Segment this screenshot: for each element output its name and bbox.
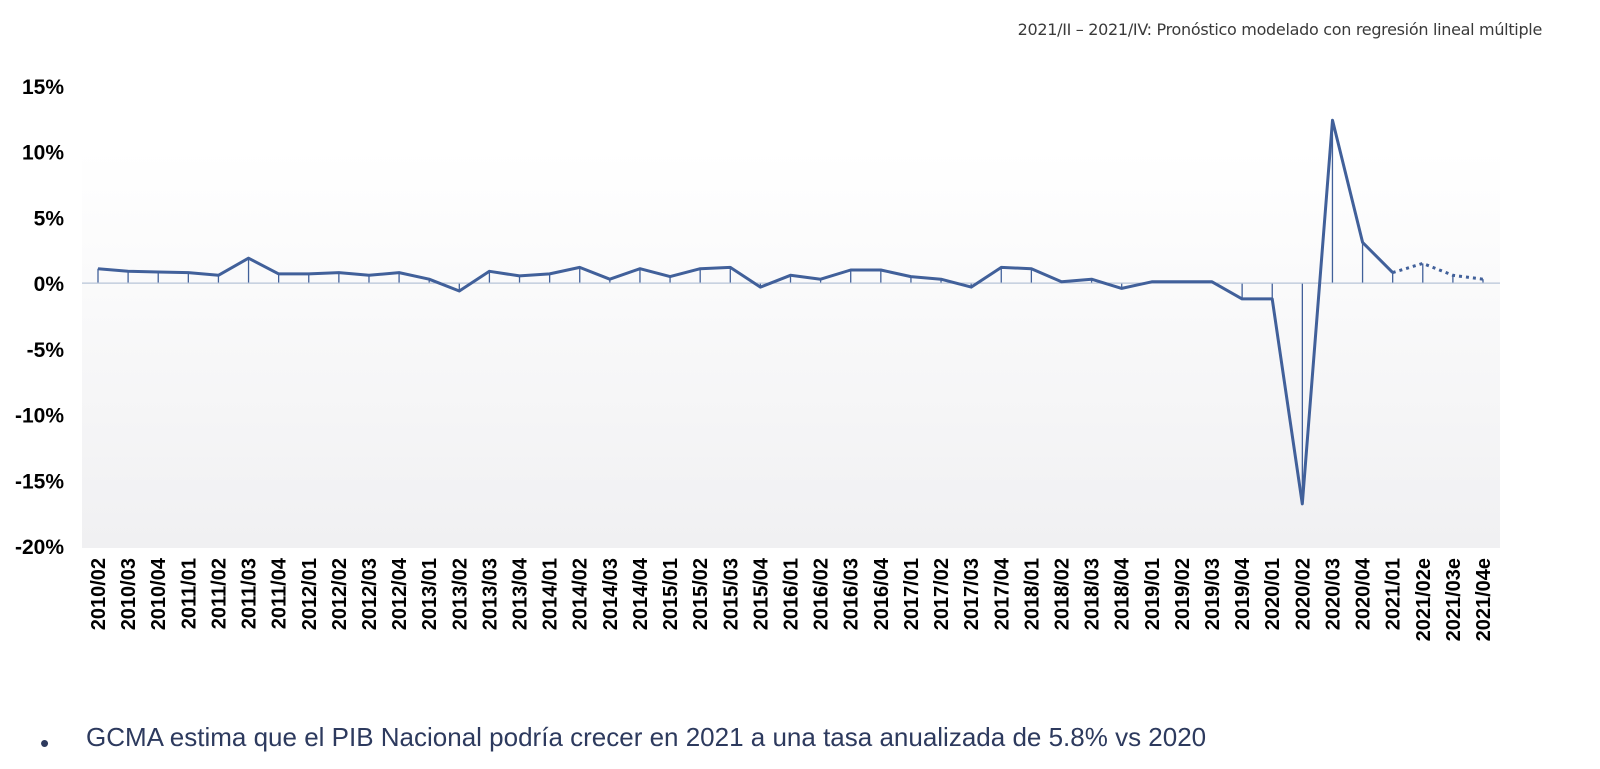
x-tick-label: 2014/02	[570, 558, 592, 630]
x-tick-label: 2010/03	[118, 558, 140, 630]
x-tick-label: 2018/01	[1021, 558, 1043, 630]
x-tick-label: 2010/02	[88, 558, 110, 630]
x-tick-label: 2019/03	[1202, 558, 1224, 630]
x-tick-label: 2015/04	[750, 557, 772, 630]
gdp-line-chart: 15% 10% 5% 0% -5% -10% -15% -20% 2010/02 2010/03…	[15, 76, 1500, 641]
x-tick-label: 2012/02	[329, 558, 351, 630]
x-tick-label: 2016/03	[841, 558, 863, 630]
x-tick-label: 2015/02	[690, 558, 712, 630]
y-tick-label: -20%	[15, 536, 64, 559]
x-tick-label: 2019/04	[1232, 557, 1254, 630]
x-tick-label: 2020/01	[1262, 558, 1284, 630]
y-tick-label: 0%	[34, 273, 65, 296]
bullet-marker: •	[40, 728, 50, 758]
x-tick-label: 2017/03	[961, 558, 983, 630]
y-tick-label: 5%	[34, 207, 65, 230]
x-tick-label: 2021/01	[1383, 558, 1405, 630]
x-tick-label: 2010/04	[148, 557, 170, 630]
x-tick-label: 2017/04	[991, 557, 1013, 630]
x-tick-label: 2018/03	[1082, 558, 1104, 630]
x-tick-label: 2021/03e	[1443, 558, 1465, 641]
plot-area	[82, 150, 1500, 548]
x-tick-label: 2014/01	[540, 558, 562, 630]
x-tick-label: 2015/01	[660, 558, 682, 630]
x-tick-label: 2013/02	[449, 558, 471, 630]
y-tick-label: 15%	[22, 76, 64, 99]
x-tick-label: 2016/02	[811, 558, 833, 630]
y-tick-label: -10%	[15, 405, 64, 428]
x-tick-label: 2016/01	[781, 558, 803, 630]
x-tick-label: 2011/02	[208, 558, 230, 629]
x-tick-label: 2013/04	[510, 557, 532, 630]
x-tick-label: 2012/03	[359, 558, 381, 630]
series-line-actual	[97, 118, 1394, 506]
x-tick-label: 2021/02e	[1413, 558, 1435, 641]
x-tick-label: 2016/04	[871, 557, 893, 630]
x-tick-label: 2013/03	[479, 558, 501, 630]
x-tick-label: 2020/02	[1292, 558, 1314, 630]
y-tick-label: -5%	[27, 339, 65, 362]
x-tick-label: 2011/03	[239, 558, 261, 629]
x-tick-label: 2018/04	[1112, 557, 1134, 630]
x-tick-label: 2017/02	[931, 558, 953, 630]
x-tick-label: 2012/04	[389, 557, 411, 630]
x-tick-label: 2014/04	[630, 557, 652, 630]
bullet-text: GCMA estima que el PIB Nacional podría c…	[86, 722, 1207, 752]
x-tick-label: 2011/01	[178, 558, 200, 629]
x-tick-label: 2020/03	[1322, 558, 1344, 630]
forecast-note: 2021/II – 2021/IV: Pronóstico modelado c…	[1017, 20, 1543, 39]
x-tick-label: 2012/01	[299, 558, 321, 630]
y-tick-label: 10%	[22, 142, 64, 165]
x-tick-label: 2013/01	[419, 558, 441, 630]
x-tick-label: 2014/03	[600, 558, 622, 630]
x-tick-label: 2019/02	[1172, 558, 1194, 630]
x-tick-label: 2020/04	[1353, 557, 1375, 630]
x-tick-label: 2015/03	[720, 558, 742, 630]
x-tick-label: 2019/01	[1142, 558, 1164, 630]
y-tick-label: -15%	[15, 470, 64, 493]
x-tick-label: 2017/01	[901, 558, 923, 630]
x-tick-label: 2021/04e	[1473, 558, 1495, 641]
x-tick-label: 2011/04	[269, 557, 291, 629]
x-tick-label: 2018/02	[1051, 558, 1073, 630]
series-line-forecast	[1392, 261, 1484, 281]
